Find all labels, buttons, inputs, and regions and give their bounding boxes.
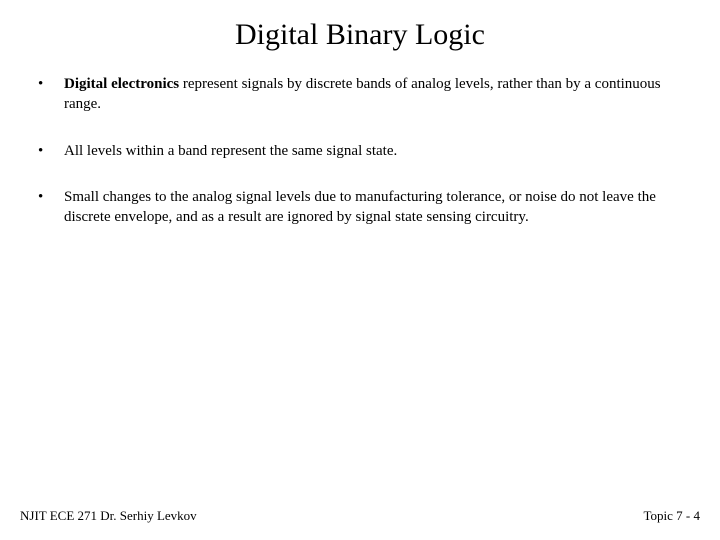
- slide: Digital Binary Logic • Digital electroni…: [0, 0, 720, 540]
- text-run-bold: Digital electronics: [64, 76, 179, 92]
- list-item: • Digital electronics represent signals …: [36, 74, 684, 115]
- bullet-text: Digital electronics represent signals by…: [64, 74, 684, 115]
- text-run: Small changes to the analog signal level…: [64, 189, 656, 225]
- slide-title: Digital Binary Logic: [28, 18, 692, 52]
- text-run: All levels within a band represent the s…: [64, 143, 397, 159]
- bullet-list: • Digital electronics represent signals …: [28, 74, 692, 227]
- bullet-icon: •: [36, 187, 64, 207]
- bullet-text: Small changes to the analog signal level…: [64, 187, 684, 228]
- footer-left: NJIT ECE 271 Dr. Serhiy Levkov: [20, 508, 197, 524]
- bullet-text: All levels within a band represent the s…: [64, 141, 684, 161]
- footer-right: Topic 7 - 4: [644, 508, 701, 524]
- bullet-icon: •: [36, 74, 64, 94]
- list-item: • All levels within a band represent the…: [36, 141, 684, 161]
- list-item: • Small changes to the analog signal lev…: [36, 187, 684, 228]
- bullet-icon: •: [36, 141, 64, 161]
